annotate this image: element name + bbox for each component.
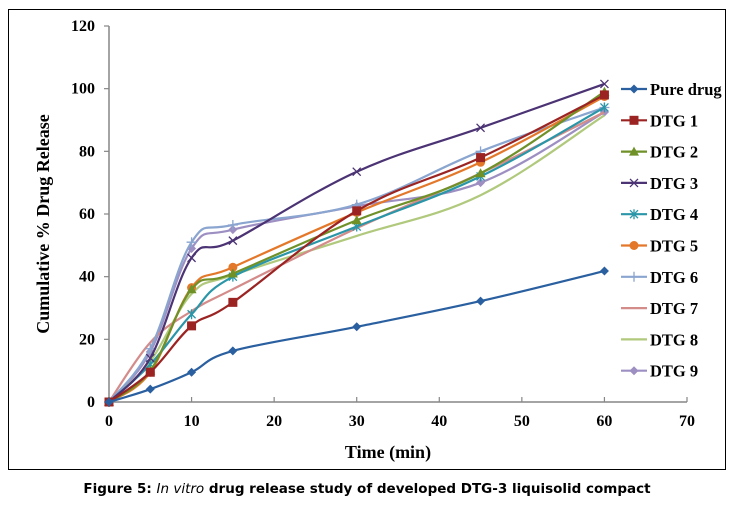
legend-label: DTG 1 (650, 111, 698, 130)
data-point-pure-drug (599, 266, 609, 276)
y-tick-label: 60 (79, 206, 95, 223)
chart-frame: 0 10 20 30 40 50 60 70 0 20 40 60 80 100 120 Pure drug… (8, 9, 726, 470)
y-axis-title: Cumulative % Drug Release (33, 114, 53, 333)
legend-item: DTG 2 (621, 143, 698, 162)
data-point-dtg-2 (351, 215, 362, 225)
y-tick-label: 40 (79, 269, 95, 286)
data-point-dtg-1 (352, 206, 362, 216)
legend-item: DTG 8 (621, 330, 698, 349)
legend-label: DTG 9 (650, 362, 698, 381)
x-axis-title: Time (min) (345, 442, 431, 463)
series-dtg-4 (104, 102, 609, 407)
series-line-dtg-3 (108, 82, 605, 403)
data-point-dtg-1 (145, 367, 155, 377)
y-tick-label: 20 (79, 331, 95, 348)
caption-suffix: drug release study of developed DTG-3 li… (204, 481, 651, 497)
figure-caption: Figure 5: In vitro drug release study of… (0, 481, 734, 497)
data-point-dtg-2 (475, 168, 486, 178)
caption-prefix: Figure 5: (83, 481, 157, 497)
data-point-dtg-1 (228, 297, 238, 307)
data-point-dtg-9 (476, 178, 486, 188)
x-tick-label: 0 (105, 413, 113, 430)
data-point-dtg-6 (186, 237, 197, 248)
legend-item: Pure drug (621, 80, 722, 99)
legend-label: DTG 8 (650, 330, 698, 349)
legend: Pure drug DTG 1 DTG 2 DTG 3 DTG 4 DTG 5 DTG 6 D… (621, 80, 722, 381)
series-dtg-5 (104, 92, 609, 407)
data-point-dtg-3 (187, 253, 197, 263)
data-point-dtg-3 (476, 123, 486, 133)
data-point-dtg-1 (476, 153, 486, 163)
x-tick-label: 20 (266, 413, 282, 430)
legend-item: DTG 4 (621, 205, 698, 224)
x-tick-label: 50 (514, 413, 530, 430)
y-tick-label: 100 (71, 81, 95, 98)
legend-item: DTG 5 (621, 237, 698, 256)
data-point-dtg-3 (145, 353, 155, 363)
x-tick-label: 30 (349, 413, 365, 430)
legend-label: Pure drug (650, 80, 722, 99)
y-tick-label: 0 (87, 394, 95, 411)
data-point-dtg-3 (599, 79, 609, 89)
data-point-pure-drug (145, 384, 155, 394)
legend-label: DTG 4 (650, 205, 698, 224)
data-point-dtg-6 (227, 219, 238, 230)
legend-marker (629, 84, 639, 94)
series-line-dtg-2 (108, 90, 606, 403)
legend-marker (629, 366, 639, 376)
data-point-dtg-2 (186, 284, 197, 294)
x-tick-label: 70 (679, 413, 695, 430)
legend-label: DTG 3 (650, 174, 698, 193)
data-point-dtg-4 (187, 309, 197, 320)
series-line-pure-drug (108, 269, 605, 404)
y-tick-label: 120 (71, 18, 95, 35)
series-dtg-9 (104, 107, 609, 407)
legend-marker (629, 178, 639, 188)
x-tick-label: 40 (431, 413, 447, 430)
caption-italic: In vitro (156, 481, 205, 497)
legend-marker (629, 209, 639, 220)
legend-label: DTG 7 (650, 299, 698, 318)
data-point-dtg-3 (228, 236, 238, 246)
data-point-pure-drug (228, 346, 238, 356)
y-tick-label: 80 (79, 143, 95, 160)
series-line-dtg-1 (108, 93, 605, 403)
data-point-pure-drug (104, 397, 114, 407)
series-line-dtg-8 (108, 114, 606, 403)
legend-label: DTG 6 (650, 268, 698, 287)
data-point-dtg-1 (599, 90, 609, 100)
series-line-dtg-6 (108, 106, 605, 403)
line-chart: 0 10 20 30 40 50 60 70 0 20 40 60 80 100 120 Pure drug… (33, 18, 722, 463)
legend-label: DTG 2 (650, 143, 698, 162)
legend-marker (629, 146, 639, 156)
data-point-dtg-6 (145, 343, 156, 354)
series-pure-drug (104, 266, 609, 407)
data-point-dtg-3 (352, 167, 362, 177)
legend-item: DTG 7 (621, 299, 698, 318)
data-point-pure-drug (476, 296, 486, 306)
legend-item: DTG 1 (621, 111, 698, 130)
legend-marker (629, 115, 639, 125)
legend-label: DTG 5 (650, 237, 698, 256)
data-point-dtg-2 (227, 268, 238, 278)
x-tick-label: 10 (184, 413, 200, 430)
data-point-dtg-1 (187, 321, 197, 331)
series-line-dtg-4 (108, 106, 605, 403)
data-point-pure-drug (352, 322, 362, 332)
legend-item: DTG 3 (621, 174, 698, 193)
data-point-dtg-4 (599, 102, 609, 113)
series-dtg-3 (104, 79, 609, 407)
series-layer (104, 79, 610, 407)
legend-item: DTG 6 (621, 268, 698, 287)
legend-item: DTG 9 (621, 362, 698, 381)
legend-marker (629, 241, 639, 250)
x-tick-label: 60 (596, 413, 612, 430)
axes: 0 10 20 30 40 50 60 70 0 20 40 60 80 100 120 (71, 18, 695, 430)
data-point-dtg-5 (228, 262, 238, 272)
series-dtg-8 (108, 114, 606, 403)
data-point-pure-drug (187, 367, 197, 377)
series-dtg-1 (104, 90, 609, 407)
legend-marker (629, 271, 639, 282)
